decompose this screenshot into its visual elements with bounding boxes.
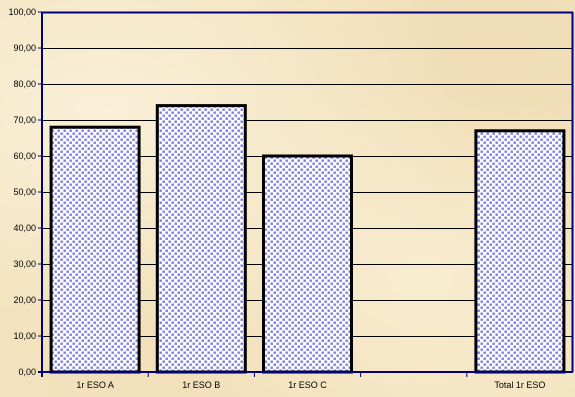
y-tick-label-10: 100,00 <box>8 7 36 17</box>
bar-2 <box>262 154 353 374</box>
bars <box>49 104 566 374</box>
bar-0 <box>49 125 141 374</box>
y-tick-label-0: 0,00 <box>18 367 36 377</box>
y-tick-label-5: 50,00 <box>13 187 36 197</box>
y-tick-label-6: 60,00 <box>13 151 36 161</box>
y-tick-label-3: 30,00 <box>13 259 36 269</box>
x-tick-label-2: 1r ESO C <box>288 380 327 390</box>
bar-4 <box>474 129 566 374</box>
y-tick-label-7: 70,00 <box>13 115 36 125</box>
x-tick-label-0: 1r ESO A <box>76 380 114 390</box>
x-tick-label-4: Total 1r ESO <box>494 380 545 390</box>
y-tick-label-9: 90,00 <box>13 43 36 53</box>
x-tick-label-1: 1r ESO B <box>182 380 220 390</box>
y-tick-label-8: 80,00 <box>13 79 36 89</box>
y-tick-label-1: 10,00 <box>13 331 36 341</box>
y-tick-labels: 0,00 10,00 20,00 30,00 40,00 50,00 60,00 70,00 8… <box>8 7 36 377</box>
y-tick-label-4: 40,00 <box>13 223 36 233</box>
axes <box>38 11 574 377</box>
y-tick-label-2: 20,00 <box>13 295 36 305</box>
bar-1 <box>155 104 247 374</box>
x-tick-labels: 1r ESO A 1r ESO B 1r ESO C Total 1r ESO <box>76 380 545 390</box>
